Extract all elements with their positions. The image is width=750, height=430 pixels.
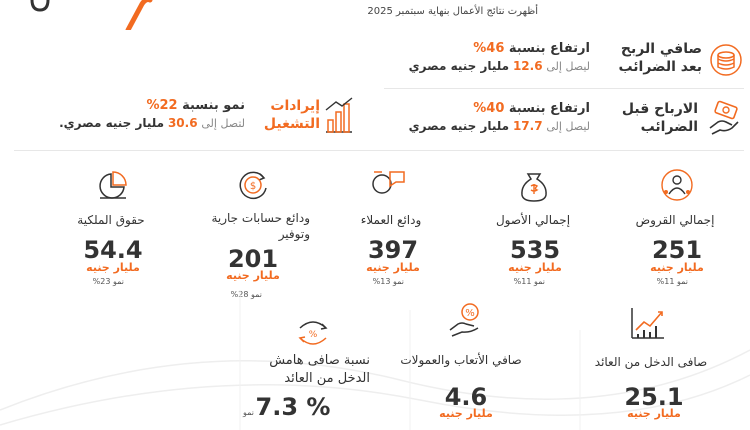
svg-text:%: % — [309, 330, 318, 340]
kpi-equity-unit: مليار جنيه — [86, 261, 140, 274]
highlight-net-profit-detail: ارتفاع بنسبة 46% ليصل إلى 12.6 مليار جني… — [408, 41, 590, 73]
highlight-revenue-title: إيرادات التشغيل — [263, 98, 320, 132]
kpi-net-fees-label: صافي الأتعاب والعمولات — [400, 353, 522, 367]
divider — [384, 88, 744, 89]
kpi-loans-label: إجمالي القروض — [635, 213, 715, 227]
hand-percent-icon: % — [446, 302, 486, 338]
bar-growth-icon — [322, 96, 356, 134]
money-hand-icon — [706, 100, 744, 138]
growth-chart-icon — [628, 304, 668, 340]
kpi-net-fees-value: 4.6 — [444, 383, 488, 411]
kpi-assets-label: إجمالي الأصول — [495, 213, 571, 227]
money-bag-icon — [518, 168, 550, 202]
kpi-loans-growth: نمو 11% — [656, 277, 688, 286]
page-subtitle: أظهرت نتائج الأعمال بنهاية سبتمبر 2025 — [367, 6, 538, 17]
pie-chart-icon — [96, 168, 130, 202]
svg-text:$: $ — [250, 181, 256, 192]
kpi-net-interest-value: 25.1 — [624, 383, 684, 411]
kpi-margin-label: نسبة صافى هامش الدخل من العائد — [269, 353, 370, 386]
kpi-equity-label: حقوق الملكية — [77, 213, 145, 227]
kpi-net-fees-unit: مليار جنيه — [439, 407, 493, 420]
kpi-deposits-label: ودائع العملاء — [360, 213, 422, 227]
background-decoration — [0, 290, 750, 430]
people-network-icon — [660, 168, 694, 202]
kpi-current-savings-value: 201 — [227, 245, 279, 273]
kpi-current-savings-growth: نمو 28% — [230, 290, 262, 299]
svg-text:%: % — [465, 308, 475, 319]
coins-stack-icon — [708, 42, 744, 78]
kpi-current-savings-unit: مليار جنيه — [226, 269, 280, 282]
kpi-deposits-unit: مليار جنيه — [366, 261, 420, 274]
kpi-margin-value: 7.3 % — [255, 393, 331, 421]
kpi-equity-value: 54.4 — [83, 236, 143, 264]
kpi-deposits-growth: نمو 13% — [372, 277, 404, 286]
brand-stroke-icon — [125, 0, 153, 30]
highlight-pretax-detail: ارتفاع بنسبة 40% ليصل إلى 17.7 مليار جني… — [408, 101, 590, 133]
corner-logo-icon — [30, 0, 50, 12]
kpi-assets-growth: نمو 11% — [513, 277, 545, 286]
exchange-percent-icon: % — [296, 318, 330, 348]
highlight-revenue-detail: نمو بنسبة 22% لتصل إلى 30.6 مليار جنيه م… — [59, 98, 245, 130]
kpi-margin-growth: نمو — [243, 408, 254, 417]
divider — [14, 150, 744, 151]
kpi-current-savings-label: ودائع حسابات جارية وتوفير — [211, 211, 310, 241]
kpi-net-interest-unit: مليار جنيه — [627, 407, 681, 420]
kpi-equity-growth: نمو 23% — [92, 277, 124, 286]
hand-deposit-icon — [370, 166, 410, 198]
kpi-loans-value: 251 — [651, 236, 703, 264]
kpi-deposits-value: 397 — [367, 236, 419, 264]
kpi-loans-unit: مليار جنيه — [650, 261, 704, 274]
dollar-cycle-icon: $ — [236, 168, 270, 202]
kpi-assets-value: 535 — [509, 236, 561, 264]
kpi-assets-unit: مليار جنيه — [508, 261, 562, 274]
kpi-net-interest-label: صافى الدخل من العائد — [594, 355, 708, 369]
highlight-pretax-title: الارباح قبل الضرائب — [621, 101, 698, 135]
highlight-net-profit-title: صافي الربح بعد الضرائب — [618, 41, 702, 75]
